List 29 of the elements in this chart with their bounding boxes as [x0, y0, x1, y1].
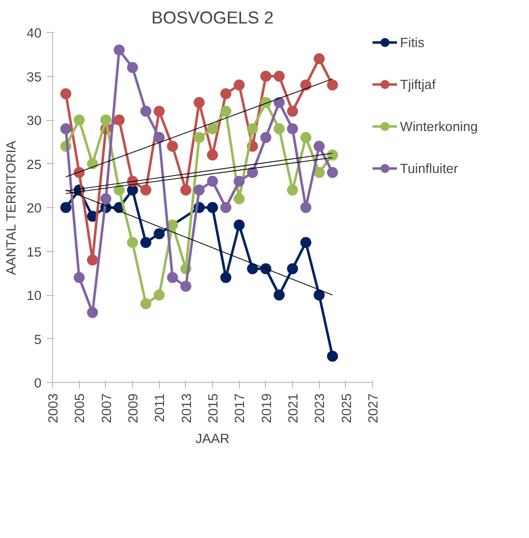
y-tick-label: 0	[34, 376, 42, 390]
x-tick-label: 2021	[286, 393, 300, 424]
y-tick-label: 35	[26, 69, 42, 84]
x-tick-label: 2005	[72, 393, 88, 424]
y-axis-title: AANTAL TERRITORIA	[4, 140, 19, 276]
y-tick-label: 5	[34, 332, 42, 347]
y-tick-label: 20	[26, 200, 42, 216]
y-tick-label: 25	[26, 156, 42, 172]
x-tick-label: 2017	[232, 393, 248, 424]
x-tick-label: 2019	[258, 393, 274, 424]
x-tick-label: 2009	[126, 393, 140, 424]
x-tick-label: 2027	[366, 393, 380, 424]
legend-label: Fitis	[400, 34, 424, 50]
x-tick-label: 2013	[178, 393, 194, 424]
x-axis-title: JAAR	[195, 431, 230, 446]
legend-label: Tjiftjaf	[400, 76, 436, 92]
x-tick-label: 2011	[152, 393, 168, 422]
x-tick-label: 2023	[312, 393, 328, 424]
legend-label: Winterkoning	[400, 118, 478, 134]
y-tick-label: 15	[26, 244, 42, 260]
y-tick-label: 30	[26, 113, 42, 128]
x-tick-label: 2025	[338, 393, 354, 424]
y-tick-label: 40	[26, 26, 42, 40]
x-tick-label: 2007	[98, 393, 114, 424]
x-tick-label: 2003	[46, 393, 60, 424]
chart-title: BOSVOGELS 2	[151, 8, 274, 28]
x-tick-label: 2015	[206, 393, 220, 424]
y-tick-label: 10	[26, 288, 42, 303]
legend-label: Tuinfluiter	[400, 160, 458, 176]
